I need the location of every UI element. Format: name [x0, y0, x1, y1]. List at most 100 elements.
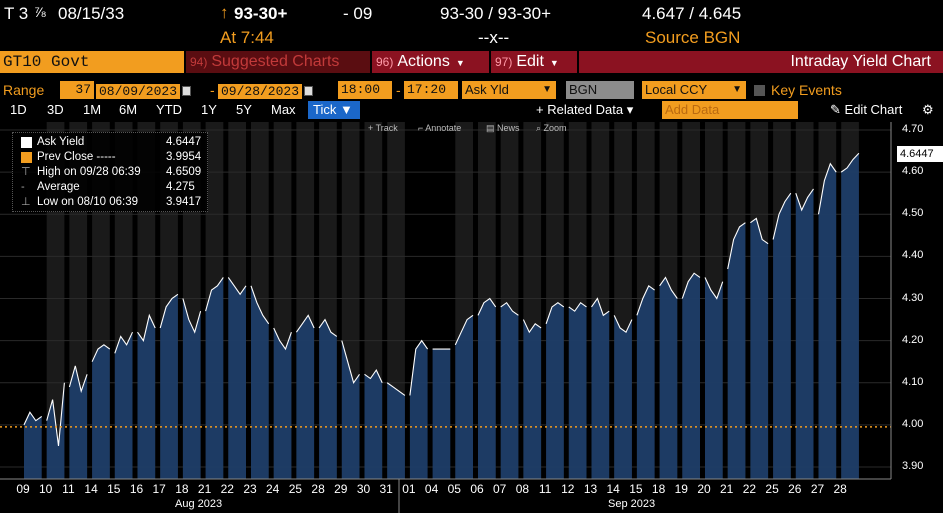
tab-1d[interactable]: 1D [10, 102, 27, 117]
source-field[interactable]: BGN [566, 81, 634, 99]
tab-1y[interactable]: 1Y [201, 102, 217, 117]
legend-ask-yield[interactable]: Ask Yield 4.6447 [13, 135, 209, 150]
tab-5y[interactable]: 5Y [236, 102, 252, 117]
quote-size: --x-- [478, 28, 510, 47]
end-date-field[interactable]: 09/28/2023 [218, 81, 314, 99]
x-tick-label: 28 [833, 482, 847, 496]
calendar-icon [304, 86, 314, 96]
yield-day-area [409, 340, 428, 479]
news-button[interactable]: ▤ News [486, 123, 520, 133]
actions-label: Actions [397, 53, 450, 70]
yield-day-area [795, 188, 814, 479]
ticker: T 3 [4, 4, 29, 23]
key-events-toggle[interactable]: Key Events [754, 81, 842, 99]
time-dash: - [396, 82, 401, 98]
yield-day-area [773, 193, 791, 479]
yield-day-area [92, 344, 110, 479]
yield-day-line [522, 319, 542, 334]
edit-chart-button[interactable]: ✎ Edit Chart [830, 101, 902, 119]
yield-day-line [636, 285, 655, 316]
range-row: Range 37 08/09/2023 - 09/28/2023 18:00 -… [0, 80, 943, 100]
yield-day-area [659, 277, 678, 479]
edit-menu[interactable]: 97) Edit ▼ [491, 51, 577, 73]
x-tick-label: 15 [107, 482, 121, 496]
chevron-down-icon: ▼ [455, 58, 465, 68]
security-field[interactable]: GT10 Govt [0, 51, 184, 73]
y-tick-label: 4.30 [902, 291, 924, 304]
quote-time: At 7:44 [220, 28, 274, 47]
yield-day-area [750, 218, 769, 479]
tab-max[interactable]: Max [271, 102, 296, 117]
tab-tick[interactable]: Tick ▼ [308, 101, 360, 119]
tab-1m[interactable]: 1M [83, 102, 102, 117]
yield-day-area [705, 277, 723, 479]
legend-high: ⊤ High on 09/28 06:39 4.6509 [13, 165, 209, 180]
x-tick-label: 29 [334, 482, 348, 496]
related-data-menu[interactable]: + Related Data ▾ [536, 102, 634, 117]
last-value-tag: 4.6447 [897, 146, 943, 162]
legend-label: Average [37, 181, 80, 193]
end-time-field[interactable]: 17:20 [404, 81, 458, 99]
yield-day-line [477, 297, 497, 316]
yield-day-line [364, 369, 383, 383]
start-time-field[interactable]: 18:00 [338, 81, 392, 99]
legend-value: 4.6447 [166, 136, 202, 148]
tab-6m[interactable]: 6M [119, 102, 138, 117]
bid-ask-yield: 4.647 / 4.645 [642, 4, 742, 23]
legend-value: 4.275 [166, 181, 195, 193]
y-tick-label: 4.50 [902, 207, 924, 220]
gear-icon[interactable]: ⚙ [922, 102, 934, 117]
suggested-charts-button[interactable]: 94) Suggested Charts [186, 51, 370, 73]
start-date-field[interactable]: 08/09/2023 [96, 81, 192, 99]
yield-day-area [114, 332, 133, 479]
field-select[interactable]: Ask Yld ▼ [462, 81, 556, 99]
x-tick-label: 11 [538, 482, 552, 496]
x-tick-label: 10 [39, 482, 53, 496]
yield-day-area [137, 315, 156, 479]
tab-ytd[interactable]: YTD [156, 102, 182, 117]
x-tick-label: 28 [311, 482, 325, 496]
yield-day-line [659, 276, 678, 299]
yield-day-line [46, 382, 65, 447]
x-tick-label: 25 [765, 482, 779, 496]
yield-day-area [500, 302, 519, 479]
yield-day-line [545, 302, 565, 324]
x-tick-label: 09 [16, 482, 30, 496]
yield-day-area [682, 273, 700, 479]
x-tick-label: 30 [356, 482, 371, 496]
yield-day-area [24, 412, 42, 479]
x-tick-label: 20 [697, 482, 711, 496]
chevron-down-icon: ▼ [542, 84, 552, 95]
yield-area [24, 153, 859, 480]
x-tick-label: 05 [447, 482, 461, 496]
add-data-input[interactable]: Add Data [662, 101, 798, 119]
yield-day-line [750, 217, 769, 245]
yield-day-area [182, 298, 201, 479]
yield-day-line [409, 339, 429, 396]
y-tick-label: 4.70 [902, 123, 924, 135]
zoom-button[interactable]: ⌕ Zoom [536, 123, 567, 133]
last-price: 93-30+ [234, 4, 288, 23]
actions-num: 96) [376, 55, 394, 69]
maturity-date: 08/15/33 [58, 4, 125, 23]
y-tick-label: 4.10 [902, 375, 924, 388]
yield-day-area [364, 370, 383, 479]
yield-day-line [295, 314, 315, 333]
yield-day-line [273, 327, 292, 351]
checkbox-icon [754, 85, 765, 96]
x-tick-label: 15 [629, 482, 643, 496]
currency-select[interactable]: Local CCY ▼ [642, 81, 746, 99]
yield-day-line [454, 314, 474, 346]
period-field[interactable]: 37 [60, 81, 94, 99]
annotate-button[interactable]: ⌐ Annotate [418, 123, 462, 133]
yield-day-area [251, 285, 269, 479]
actions-menu[interactable]: 96) Actions ▼ [372, 51, 489, 73]
tab-3d[interactable]: 3D [47, 102, 64, 117]
legend-prev-close[interactable]: Prev Close ----- 3.9954 [13, 150, 209, 165]
yield-day-area [568, 302, 587, 479]
track-button[interactable]: + Track [368, 123, 398, 133]
field-select-value: Ask Yld [465, 82, 509, 97]
page-title: Intraday Yield Chart [579, 51, 943, 73]
x-tick-label: 26 [788, 482, 802, 496]
y-tick-label: 4.20 [902, 333, 924, 346]
